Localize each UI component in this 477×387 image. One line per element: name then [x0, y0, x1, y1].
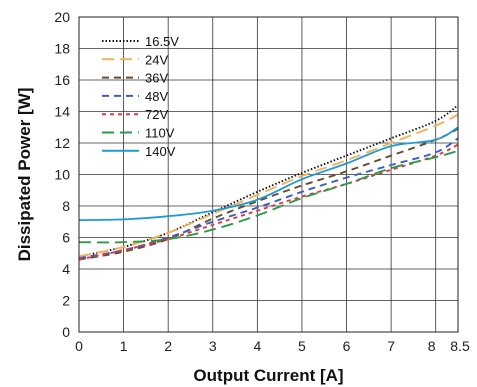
y-tick-label: 16 — [54, 72, 70, 88]
legend-label-110V: 110V — [145, 126, 175, 141]
x-tick-label: 7 — [387, 338, 395, 354]
legend-label-48V: 48V — [145, 89, 168, 104]
plot-frame — [78, 16, 459, 333]
x-tick-label: 6 — [343, 338, 351, 354]
x-tick-label: 8 — [428, 338, 436, 354]
legend-label-140V: 140V — [145, 144, 176, 159]
x-tick-label: 2 — [164, 338, 172, 354]
y-tick-label: 18 — [54, 41, 70, 57]
x-tick-label: 4 — [253, 338, 261, 354]
y-tick-label: 14 — [54, 104, 70, 120]
y-tick-labels: 0 2 4 6 8 10 12 14 16 18 20 — [54, 9, 70, 340]
x-tick-label: 1 — [120, 338, 128, 354]
y-tick-label: 10 — [54, 167, 70, 183]
legend-label-36V: 36V — [145, 71, 168, 86]
x-tick-label: 3 — [209, 338, 217, 354]
y-tick-label: 4 — [62, 261, 70, 277]
y-tick-label: 20 — [54, 9, 70, 25]
y-tick-label: 6 — [62, 230, 70, 246]
series-line-48V — [78, 137, 459, 259]
series-line-140V — [78, 126, 459, 222]
x-tick-label: 5 — [298, 338, 306, 354]
series-line-72V — [78, 143, 459, 261]
legend: 16.5V 24V 36V 48V 72V 110V 140V — [102, 34, 179, 159]
y-tick-label: 0 — [62, 324, 70, 340]
y-axis-title: Dissipated Power [W] — [15, 88, 34, 262]
y-tick-label: 8 — [62, 198, 70, 214]
series-line-16.5V — [78, 104, 459, 258]
series-layer — [78, 104, 459, 261]
x-tick-labels: 0 1 2 3 4 5 6 7 8 8.5 — [75, 338, 470, 354]
series-line-110V — [78, 149, 459, 244]
y-tick-label: 12 — [54, 135, 70, 151]
legend-label-24V: 24V — [145, 52, 168, 67]
y-tick-label: 2 — [62, 293, 70, 309]
legend-label-72V: 72V — [145, 107, 168, 122]
x-axis-title: Output Current [A] — [193, 366, 343, 385]
x-tick-label: 8.5 — [450, 338, 470, 354]
x-tick-label: 0 — [75, 338, 83, 354]
legend-label-16.5V: 16.5V — [145, 34, 179, 49]
